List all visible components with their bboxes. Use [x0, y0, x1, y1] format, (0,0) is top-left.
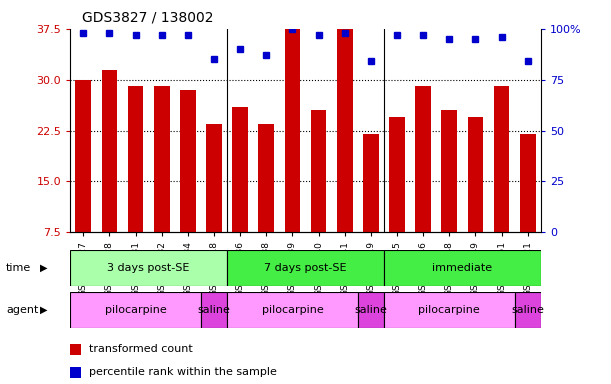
- Bar: [180, 90, 196, 232]
- Text: agent: agent: [6, 305, 38, 315]
- Bar: [494, 86, 510, 232]
- Bar: [206, 124, 222, 232]
- Bar: [70, 292, 201, 328]
- Text: saline: saline: [197, 305, 230, 315]
- Bar: [384, 292, 514, 328]
- Bar: [285, 0, 300, 232]
- Bar: [415, 86, 431, 232]
- Text: pilocarpine: pilocarpine: [419, 305, 480, 315]
- Bar: [311, 110, 326, 232]
- Bar: [514, 292, 541, 328]
- Text: ▶: ▶: [40, 263, 47, 273]
- Text: 3 days post-SE: 3 days post-SE: [108, 263, 190, 273]
- Bar: [358, 292, 384, 328]
- Text: saline: saline: [511, 305, 544, 315]
- Bar: [384, 250, 541, 286]
- Bar: [389, 117, 405, 232]
- Bar: [232, 107, 248, 232]
- Bar: [520, 134, 535, 232]
- Bar: [363, 134, 379, 232]
- Text: GDS3827 / 138002: GDS3827 / 138002: [82, 11, 214, 25]
- Bar: [76, 79, 91, 232]
- Bar: [258, 124, 274, 232]
- Text: immediate: immediate: [432, 263, 492, 273]
- Text: ▶: ▶: [40, 305, 47, 315]
- Bar: [467, 117, 483, 232]
- Bar: [154, 86, 170, 232]
- Bar: [101, 70, 117, 232]
- Bar: [201, 292, 227, 328]
- Text: percentile rank within the sample: percentile rank within the sample: [89, 367, 276, 377]
- Bar: [70, 250, 227, 286]
- Text: pilocarpine: pilocarpine: [262, 305, 323, 315]
- Text: saline: saline: [354, 305, 387, 315]
- Text: transformed count: transformed count: [89, 344, 192, 354]
- Bar: [337, 25, 353, 232]
- Bar: [441, 110, 457, 232]
- Text: time: time: [6, 263, 31, 273]
- Text: pilocarpine: pilocarpine: [104, 305, 166, 315]
- Text: 7 days post-SE: 7 days post-SE: [264, 263, 347, 273]
- Bar: [128, 86, 144, 232]
- Bar: [227, 292, 358, 328]
- Bar: [227, 250, 384, 286]
